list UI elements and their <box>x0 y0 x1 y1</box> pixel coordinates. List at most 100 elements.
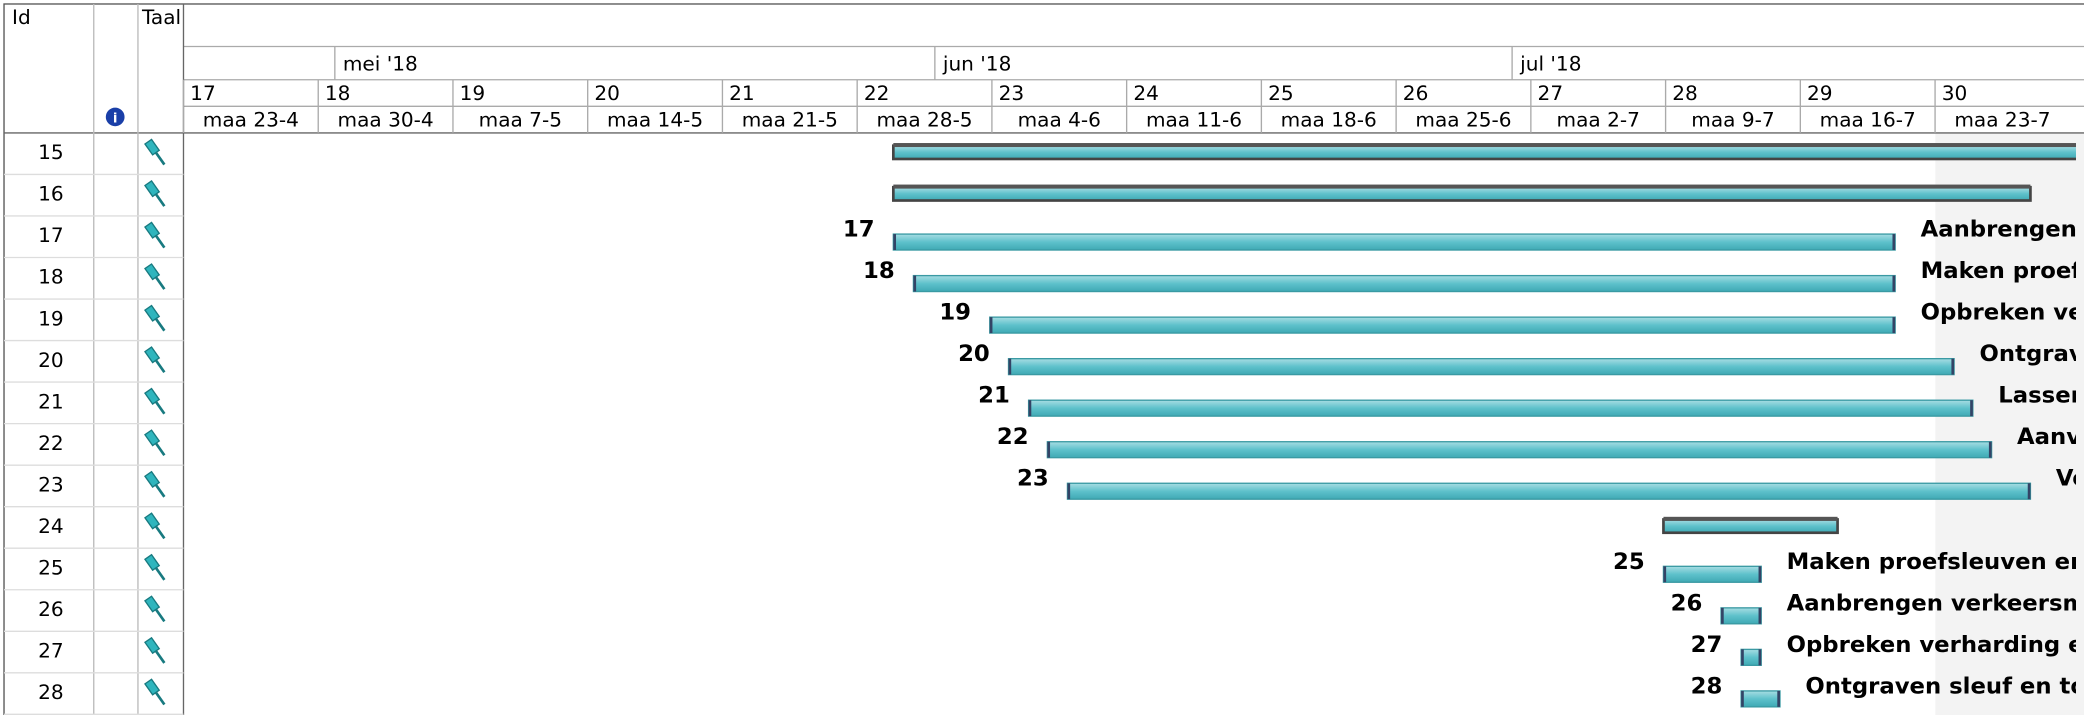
bar-name: Opbreken ve <box>1921 300 2084 326</box>
bar-id: 25 <box>1613 549 1645 575</box>
date-label: maa 16-7 <box>1820 107 1916 131</box>
row-id: 25 <box>38 556 64 580</box>
bar-id: 20 <box>958 341 990 367</box>
date-label: maa 18-6 <box>1281 107 1377 131</box>
summary-cap <box>1663 516 1838 521</box>
month-label: jun '18 <box>942 52 1011 76</box>
pin-needle <box>154 525 166 540</box>
task-bar <box>1066 482 2032 500</box>
bar-end <box>1758 607 1762 624</box>
pin-icon <box>144 678 166 706</box>
pin-needle <box>154 691 166 706</box>
task-bar <box>989 316 1896 334</box>
nonwork-shade <box>1935 132 2084 715</box>
bar-end <box>1988 441 1992 458</box>
week-label: 26 <box>1403 81 1429 105</box>
bar-name: Maken proefsleuven en <box>1787 549 2084 575</box>
bar-id: 28 <box>1691 673 1723 699</box>
pin-needle <box>154 234 166 249</box>
bar-end <box>1721 607 1724 624</box>
bar-id: 23 <box>1017 466 1049 492</box>
bar-end <box>1028 400 1032 417</box>
week-label: 21 <box>729 81 755 105</box>
bar-id: 27 <box>1691 632 1723 658</box>
pin-icon <box>144 263 166 290</box>
pin-needle <box>154 359 166 373</box>
bar-end <box>1758 649 1762 666</box>
bar-end <box>1663 566 1667 583</box>
bar-id: 17 <box>843 217 875 243</box>
date-label: maa 7-5 <box>479 107 562 131</box>
bar-id: 19 <box>939 300 971 326</box>
bar-id: 22 <box>997 424 1029 450</box>
bar-end <box>1741 690 1744 707</box>
row-id: 22 <box>38 431 64 455</box>
task-header[interactable]: Taal <box>141 5 181 29</box>
bar-id: 21 <box>978 383 1010 409</box>
bar-end <box>1892 275 1896 292</box>
task-bar <box>1662 565 1762 583</box>
pin-needle <box>154 276 166 290</box>
date-label: maa 14-5 <box>607 107 703 131</box>
bar-name: Lassen <box>1998 383 2084 409</box>
pin-icon <box>144 138 166 166</box>
pin-icon <box>144 180 166 207</box>
id-header[interactable]: Id <box>12 5 31 29</box>
task-bar <box>1007 357 1955 376</box>
pin-needle <box>154 650 166 664</box>
pin-icon <box>144 429 166 457</box>
row-id: 26 <box>38 597 64 621</box>
week-label: 30 <box>1942 81 1968 105</box>
bar-name: Ontgrav <box>1980 341 2084 367</box>
bar-end <box>893 234 897 251</box>
task-bar <box>1740 648 1762 666</box>
row-id: 16 <box>38 182 64 206</box>
pin-needle <box>154 193 166 207</box>
bar-end <box>1892 234 1896 251</box>
pin-icon <box>144 470 166 498</box>
bar-end <box>1892 317 1896 334</box>
pin-icon <box>144 304 166 332</box>
pin-needle <box>154 401 166 415</box>
date-label: maa 23-4 <box>203 107 299 131</box>
bar-end <box>989 317 993 334</box>
row-id: 24 <box>38 514 64 538</box>
bar-name: Ontgraven sleuf en to <box>1805 673 2084 699</box>
bar-end <box>1970 400 1973 417</box>
pin-icon <box>144 387 166 415</box>
pin-needle <box>154 484 166 498</box>
bar-end <box>1067 483 1071 500</box>
task-bar <box>1046 441 1993 459</box>
week-label: 24 <box>1133 81 1159 105</box>
task-bar <box>892 233 1896 251</box>
bar-id: 18 <box>863 258 895 284</box>
row-id: 27 <box>38 639 64 663</box>
week-label: 17 <box>190 81 216 105</box>
task-bar <box>1027 399 1974 417</box>
week-label: 20 <box>594 81 620 105</box>
pin-needle <box>154 608 166 623</box>
date-label: maa 2-7 <box>1557 107 1640 131</box>
pin-icon <box>144 346 166 373</box>
date-label: maa 25-6 <box>1415 107 1511 131</box>
task-bar <box>912 274 1896 293</box>
row-id: 28 <box>38 680 64 704</box>
pin-head <box>144 138 161 156</box>
bar-name: Aanv <box>2017 424 2081 450</box>
date-label: maa 23-7 <box>1954 107 2050 131</box>
pin-icon <box>144 553 166 581</box>
bar-name: Vo <box>2056 466 2084 492</box>
date-label: maa 4-6 <box>1018 107 1101 131</box>
week-label: 25 <box>1268 81 1294 105</box>
summary-cap <box>893 143 2076 148</box>
summary-bar <box>1662 518 1839 535</box>
date-label: maa 9-7 <box>1691 107 1774 131</box>
bar-end <box>1777 690 1780 707</box>
summary-cap <box>893 184 2031 189</box>
week-label: 28 <box>1672 81 1698 105</box>
frame <box>3 3 2084 719</box>
date-label: maa 28-5 <box>876 107 972 131</box>
pin-icon <box>144 221 166 249</box>
